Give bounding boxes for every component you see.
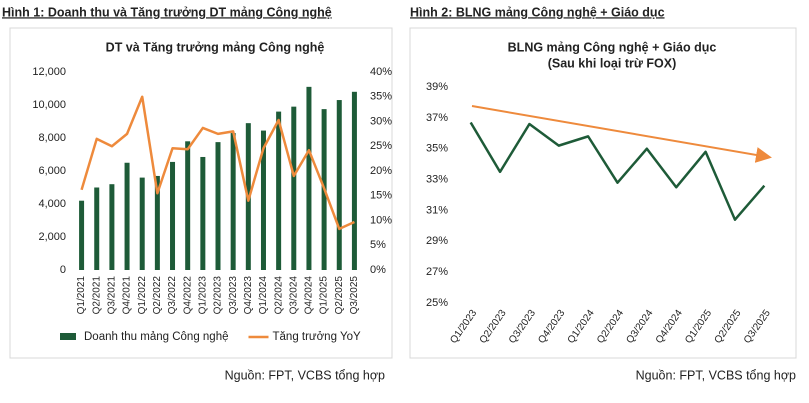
x-tick-label: Q4/2021 bbox=[122, 276, 133, 315]
bar bbox=[351, 91, 357, 270]
x-tick-label: Q3/2021 bbox=[107, 276, 118, 315]
y-tick-label: 8,000 bbox=[38, 132, 66, 144]
x-tick-label: Q3/2025 bbox=[349, 276, 360, 315]
y-tick-label: 4,000 bbox=[38, 198, 66, 210]
line bbox=[469, 121, 766, 221]
panel-border bbox=[9, 27, 393, 359]
line bbox=[80, 95, 355, 231]
bar bbox=[291, 106, 297, 271]
y2-tick-label: 5% bbox=[370, 239, 386, 251]
panel-border bbox=[409, 27, 797, 359]
y-tick-label: 31% bbox=[426, 204, 448, 216]
y-tick-label: 33% bbox=[426, 173, 448, 185]
y-tick-label: 10,000 bbox=[32, 99, 66, 111]
x-tick-label: Q2/2025 bbox=[713, 308, 744, 346]
legend-label: Doanh thu mảng Công nghệ bbox=[84, 331, 229, 343]
y2-tick-label: 0% bbox=[370, 264, 386, 276]
x-tick-label: Q1/2025 bbox=[319, 276, 330, 315]
bar bbox=[154, 175, 160, 270]
bar bbox=[260, 130, 266, 270]
y2-tick-label: 15% bbox=[370, 190, 392, 202]
y-tick-label: 25% bbox=[426, 297, 448, 309]
x-tick-label: Q2/2023 bbox=[478, 308, 509, 346]
x-tick-label: Q4/2024 bbox=[304, 276, 315, 315]
y2-tick-label: 10% bbox=[370, 214, 392, 226]
x-tick-label: Q1/2021 bbox=[76, 276, 87, 315]
x-tick-label: Q2/2024 bbox=[595, 308, 626, 346]
x-tick-label: Q1/2024 bbox=[258, 276, 269, 315]
x-tick-label: Q3/2024 bbox=[288, 276, 299, 315]
x-tick-label: Q1/2025 bbox=[683, 308, 714, 346]
x-tick-label: Q4/2022 bbox=[182, 276, 193, 315]
figure-title: Hình 2: BLNG mảng Công nghệ + Giáo dục bbox=[410, 5, 665, 19]
x-tick-label: Q3/2023 bbox=[228, 276, 239, 315]
x-tick-label: Q2/2024 bbox=[273, 276, 284, 315]
y-tick-label: 0 bbox=[60, 264, 66, 276]
bar bbox=[139, 177, 145, 270]
x-tick-label: Q4/2024 bbox=[654, 308, 685, 346]
bar bbox=[200, 156, 206, 270]
x-tick-label: Q3/2022 bbox=[167, 276, 178, 315]
source: Nguồn: FPT, VCBS tổng hợp bbox=[636, 368, 796, 382]
x-tick-label: Q1/2023 bbox=[448, 308, 479, 346]
chart-subtitle: (Sau khi loại trừ FOX) bbox=[548, 56, 677, 70]
y2-tick-label: 25% bbox=[370, 140, 392, 152]
bar bbox=[336, 100, 342, 270]
x-tick-label: Q2/2025 bbox=[334, 276, 345, 315]
figure-title: Hình 1: Doanh thu và Tăng trưởng DT mảng… bbox=[2, 5, 332, 19]
bar bbox=[306, 86, 312, 270]
x-tick-label: Q3/2024 bbox=[624, 308, 655, 346]
x-tick-label: Q4/2023 bbox=[243, 276, 254, 315]
x-tick-label: Q2/2022 bbox=[152, 276, 163, 315]
x-tick-label: Q3/2023 bbox=[507, 308, 538, 346]
y-tick-label: 2,000 bbox=[38, 231, 66, 243]
chart-title: DT và Tăng trưởng mảng Công nghệ bbox=[106, 40, 325, 54]
y-tick-label: 27% bbox=[426, 266, 448, 278]
source: Nguồn: FPT, VCBS tổng hợp bbox=[225, 368, 385, 382]
x-tick-label: Q4/2023 bbox=[536, 308, 567, 346]
y2-tick-label: 30% bbox=[370, 115, 392, 127]
bar bbox=[185, 141, 191, 270]
trend-arrow bbox=[471, 105, 772, 163]
y-tick-label: 29% bbox=[426, 235, 448, 247]
y2-tick-label: 40% bbox=[370, 66, 392, 78]
legend-swatch bbox=[60, 333, 76, 340]
y2-tick-label: 35% bbox=[370, 91, 392, 103]
y-tick-label: 35% bbox=[426, 143, 448, 155]
x-tick-label: Q2/2021 bbox=[91, 276, 102, 315]
bar bbox=[109, 184, 115, 270]
bar bbox=[124, 162, 130, 270]
y-tick-label: 12,000 bbox=[32, 66, 66, 78]
x-tick-label: Q3/2025 bbox=[742, 308, 773, 346]
y2-tick-label: 20% bbox=[370, 165, 392, 177]
bar bbox=[230, 133, 236, 270]
bar bbox=[79, 200, 85, 270]
bar bbox=[276, 111, 282, 270]
bar bbox=[170, 161, 176, 270]
x-tick-label: Q2/2023 bbox=[213, 276, 224, 315]
y-tick-label: 37% bbox=[426, 112, 448, 124]
x-tick-label: Q1/2022 bbox=[137, 276, 148, 315]
y-tick-label: 6,000 bbox=[38, 165, 66, 177]
x-tick-label: Q1/2023 bbox=[197, 276, 208, 315]
chart-title: BLNG mảng Công nghệ + Giáo dục bbox=[508, 40, 717, 54]
legend-label: Tăng trưởng YoY bbox=[273, 331, 361, 343]
y-tick-label: 39% bbox=[426, 81, 448, 93]
x-tick-label: Q1/2024 bbox=[566, 308, 597, 346]
bar bbox=[94, 187, 100, 270]
bar bbox=[215, 142, 221, 270]
